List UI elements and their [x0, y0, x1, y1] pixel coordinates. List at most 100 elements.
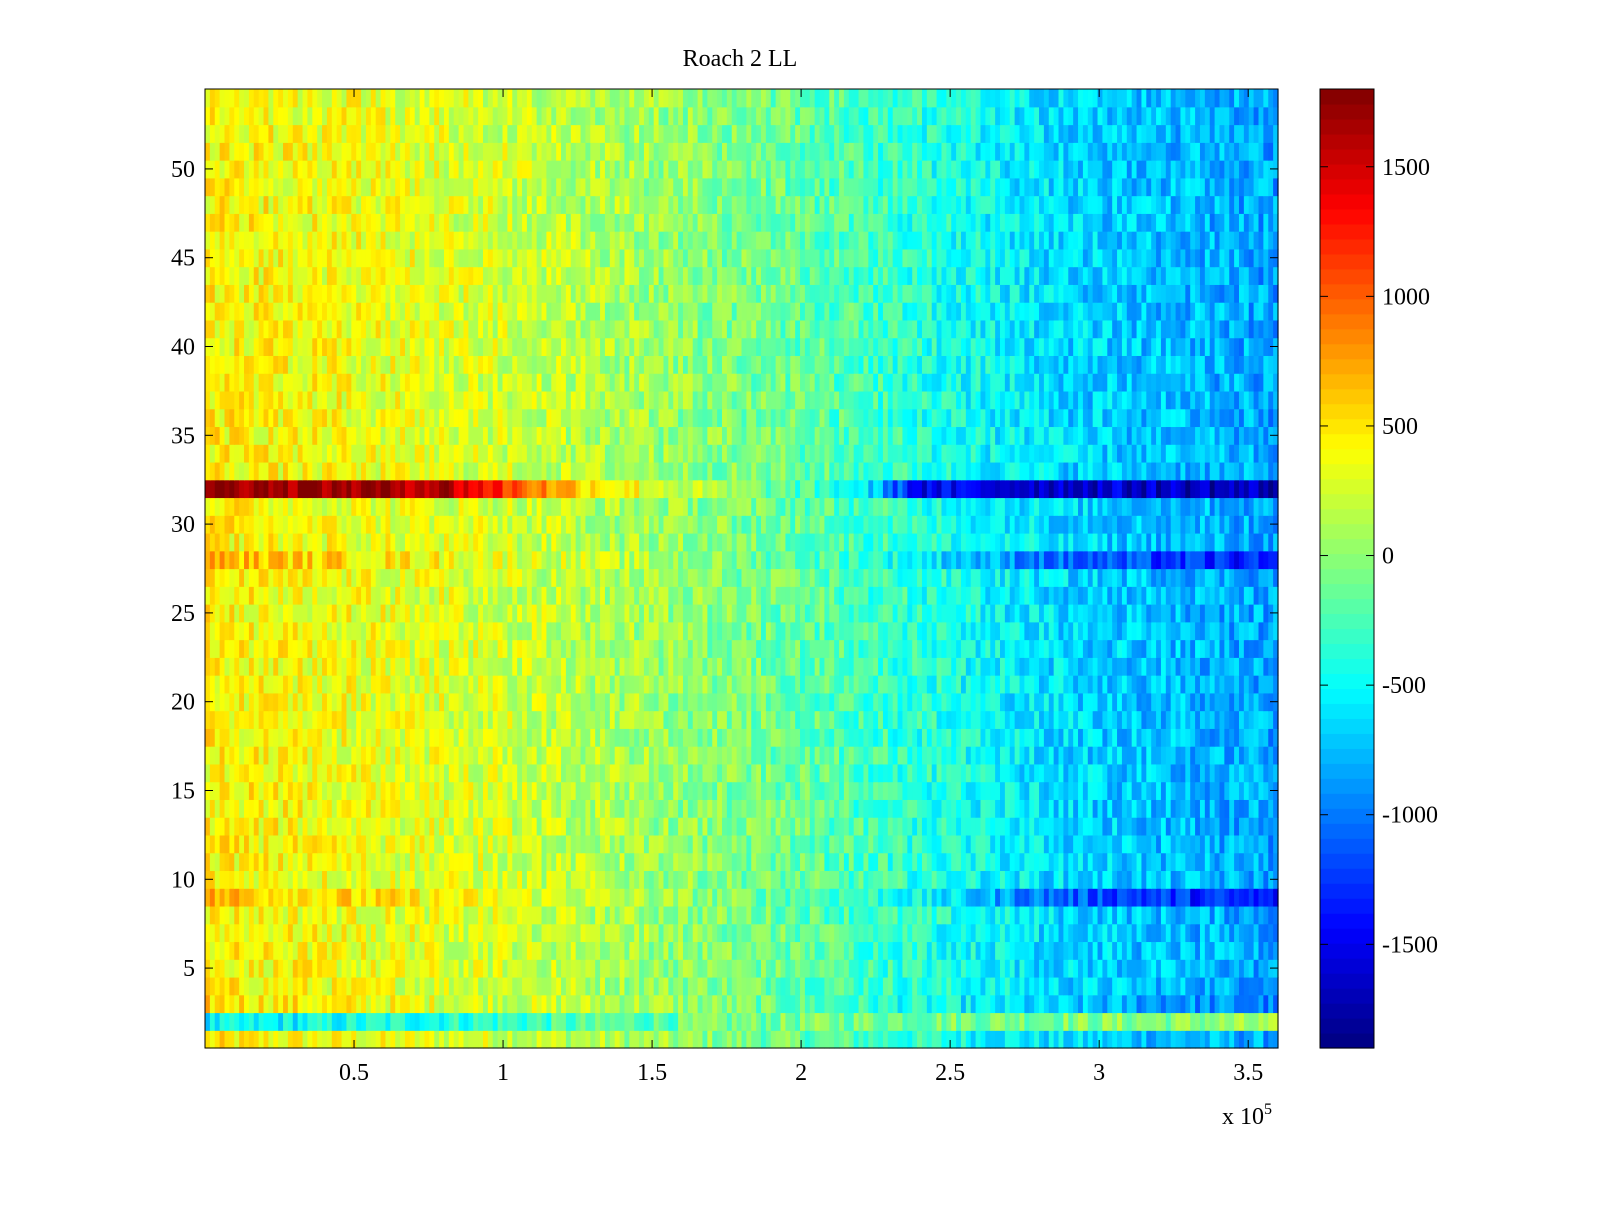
- heatmap-cell: [785, 675, 791, 694]
- heatmap-cell: [483, 1030, 489, 1049]
- heatmap-cell: [1185, 710, 1191, 729]
- heatmap-cell: [804, 763, 811, 783]
- heatmap-cell: [780, 746, 786, 765]
- heatmap-cell: [824, 923, 830, 943]
- heatmap-cell: [1204, 763, 1211, 783]
- heatmap-cell: [717, 923, 723, 943]
- heatmap-cell: [668, 781, 674, 800]
- heatmap-cell: [941, 728, 947, 747]
- heatmap-cell: [658, 1012, 665, 1031]
- heatmap-cell: [385, 834, 391, 854]
- heatmap-cell: [458, 994, 465, 1014]
- heatmap-cell: [1009, 692, 1016, 712]
- heatmap-cell: [268, 994, 274, 1014]
- heatmap-cell: [263, 639, 270, 658]
- heatmap-cell: [253, 834, 260, 854]
- heatmap-cell: [1258, 728, 1264, 747]
- heatmap-cell: [751, 994, 757, 1014]
- heatmap-cell: [283, 1030, 289, 1049]
- heatmap-cell: [526, 710, 533, 729]
- heatmap-cell: [790, 657, 796, 676]
- heatmap-cell: [678, 763, 684, 783]
- heatmap-cell: [512, 1012, 518, 1031]
- heatmap-cell: [1029, 852, 1035, 872]
- heatmap-cell: [1131, 657, 1138, 676]
- heatmap-cell: [643, 941, 650, 960]
- heatmap-cell: [595, 1030, 601, 1049]
- heatmap-cell: [780, 639, 786, 658]
- heatmap-cell: [882, 657, 889, 676]
- heatmap-cell: [882, 923, 889, 943]
- heatmap-cell: [629, 692, 635, 712]
- heatmap-cell: [980, 994, 986, 1014]
- heatmap-cell: [1087, 692, 1094, 712]
- heatmap-cell: [814, 870, 821, 889]
- heatmap-cell: [975, 781, 982, 800]
- heatmap-cell: [770, 692, 777, 712]
- heatmap-cell: [234, 799, 240, 818]
- heatmap-cell: [756, 870, 762, 889]
- heatmap-cell: [414, 746, 421, 765]
- heatmap-cell: [912, 1030, 918, 1049]
- heatmap-cell: [843, 710, 850, 729]
- heatmap-cell: [1082, 834, 1089, 854]
- heatmap-cell: [1268, 976, 1274, 996]
- heatmap-cell: [283, 852, 289, 872]
- heatmap-cell: [892, 728, 899, 747]
- heatmap-cell: [1190, 728, 1196, 747]
- heatmap-cell: [517, 834, 523, 854]
- heatmap-cell: [1009, 1030, 1016, 1049]
- heatmap-cell: [229, 834, 235, 854]
- heatmap-cell: [731, 799, 738, 818]
- heatmap-cell: [990, 657, 996, 676]
- heatmap-cell: [1243, 728, 1250, 747]
- heatmap-cell: [946, 746, 952, 765]
- heatmap-cell: [692, 639, 699, 658]
- heatmap-cell: [483, 976, 489, 996]
- heatmap-cell: [307, 746, 313, 765]
- heatmap-cell: [1058, 905, 1064, 925]
- heatmap-cell: [1029, 675, 1035, 694]
- heatmap-cell: [580, 639, 587, 658]
- heatmap-cell: [1180, 941, 1186, 960]
- heatmap-cell: [1121, 923, 1128, 943]
- heatmap-cell: [609, 710, 616, 729]
- heatmap-cell: [668, 728, 674, 747]
- heatmap-cell: [1136, 888, 1143, 907]
- heatmap-cell: [522, 817, 528, 836]
- heatmap-cell: [292, 870, 299, 889]
- heatmap-cell: [1219, 994, 1225, 1014]
- heatmap-cell: [453, 905, 460, 925]
- heatmap-cell: [687, 746, 694, 765]
- heatmap-cell: [1165, 657, 1172, 676]
- heatmap-cell: [244, 1030, 250, 1049]
- heatmap-cell: [419, 710, 426, 729]
- heatmap-cell: [351, 870, 357, 889]
- heatmap-cell: [931, 1030, 938, 1049]
- heatmap-cell: [502, 746, 508, 765]
- heatmap-cell: [1112, 888, 1118, 907]
- heatmap-cell: [541, 1012, 548, 1031]
- heatmap-cell: [965, 834, 972, 854]
- heatmap-cell: [424, 710, 430, 729]
- heatmap-cell: [1175, 692, 1182, 712]
- heatmap-cell: [214, 817, 221, 836]
- heatmap-cell: [219, 799, 226, 818]
- heatmap-cell: [1165, 923, 1172, 943]
- heatmap-cell: [1019, 675, 1025, 694]
- heatmap-cell: [829, 781, 835, 800]
- heatmap-cell: [624, 728, 630, 747]
- heatmap-cell: [873, 941, 879, 960]
- heatmap-cell: [400, 781, 406, 800]
- heatmap-cell: [897, 870, 904, 889]
- heatmap-cell: [1243, 870, 1250, 889]
- heatmap-cell: [985, 799, 991, 818]
- heatmap-cell: [917, 994, 923, 1014]
- heatmap-cell: [1238, 675, 1245, 694]
- heatmap-cell: [1063, 817, 1069, 836]
- heatmap-cell: [1258, 746, 1264, 765]
- heatmap-cell: [1053, 675, 1060, 694]
- heatmap-cell: [819, 710, 826, 729]
- heatmap-cell: [1136, 763, 1143, 783]
- heatmap-cell: [346, 799, 352, 818]
